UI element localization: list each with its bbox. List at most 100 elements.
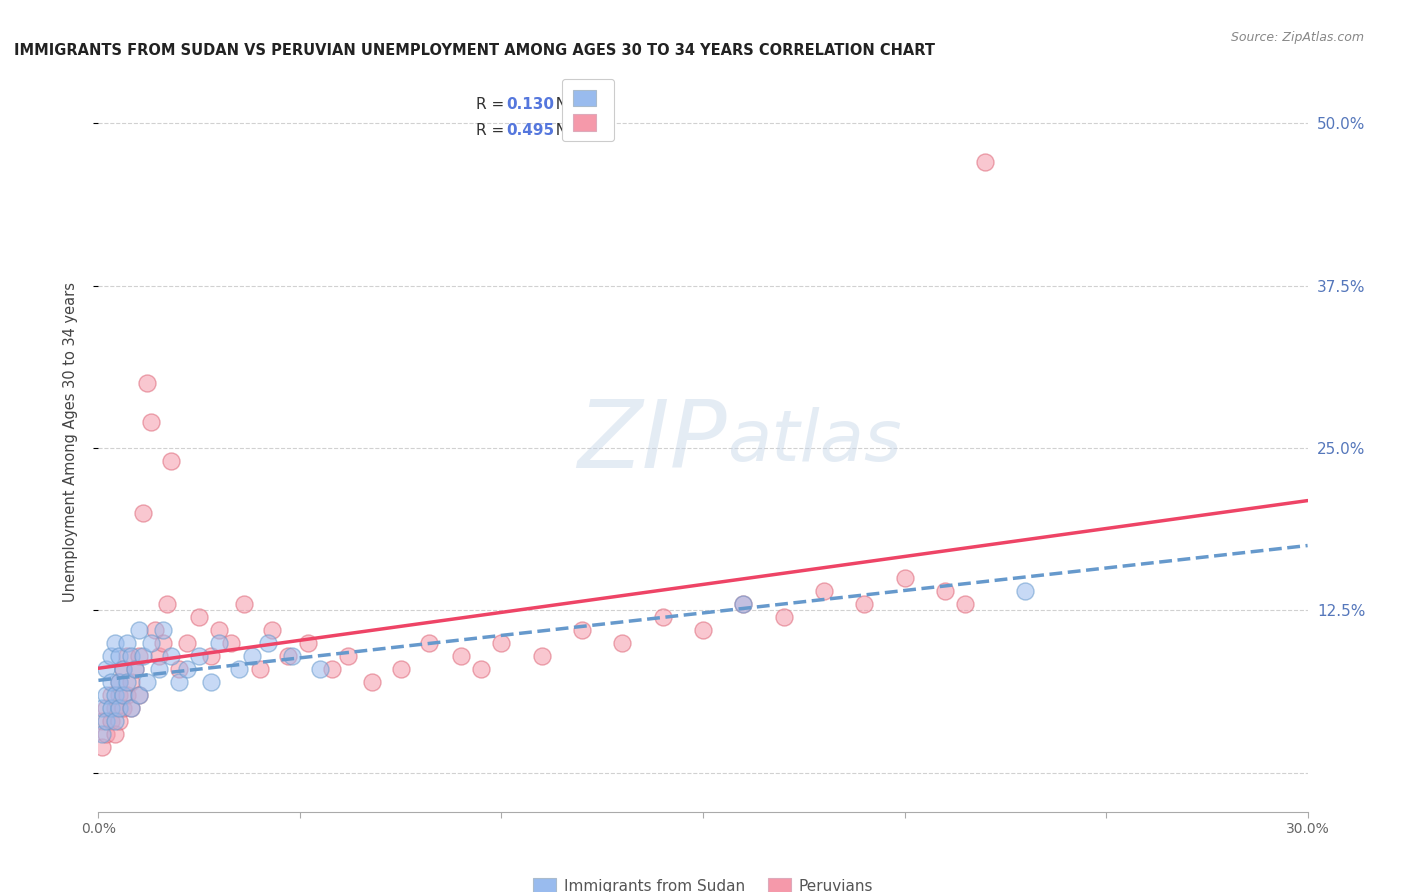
Point	[96, 688, 118, 702]
Point	[200, 648, 222, 663]
Point	[160, 454, 183, 468]
Point	[120, 701, 142, 715]
Point	[530, 648, 553, 663]
Point	[143, 623, 166, 637]
Point	[96, 727, 118, 741]
Point	[733, 597, 755, 611]
Point	[103, 701, 125, 715]
Point	[152, 623, 174, 637]
Point	[128, 648, 150, 663]
Point	[188, 610, 211, 624]
Point	[103, 688, 125, 702]
Point	[240, 648, 263, 663]
Point	[139, 415, 162, 429]
Point	[651, 610, 673, 624]
Point	[100, 701, 122, 715]
Point	[934, 583, 956, 598]
Point	[132, 648, 155, 663]
Point	[813, 583, 835, 598]
Point	[120, 648, 142, 663]
Point	[111, 662, 134, 676]
Point	[853, 597, 876, 611]
Point	[107, 688, 129, 702]
Point	[232, 597, 254, 611]
Text: N =: N =	[546, 123, 589, 138]
Point	[111, 701, 134, 715]
Point	[115, 688, 138, 702]
Point	[100, 688, 122, 702]
Text: 0.495: 0.495	[506, 123, 554, 138]
Point	[974, 155, 997, 169]
Point	[228, 662, 250, 676]
Y-axis label: Unemployment Among Ages 30 to 34 years: Unemployment Among Ages 30 to 34 years	[63, 282, 77, 601]
Point	[148, 648, 170, 663]
Point	[107, 648, 129, 663]
Point	[96, 701, 118, 715]
Point	[132, 506, 155, 520]
Point	[1014, 583, 1036, 598]
Text: atlas: atlas	[727, 407, 901, 476]
Point	[135, 674, 157, 689]
Point	[128, 623, 150, 637]
Point	[176, 662, 198, 676]
Text: R =: R =	[475, 123, 509, 138]
Point	[208, 623, 231, 637]
Point	[128, 688, 150, 702]
Point	[208, 636, 231, 650]
Point	[91, 739, 114, 754]
Point	[107, 674, 129, 689]
Point	[128, 688, 150, 702]
Point	[96, 714, 118, 728]
Point	[148, 662, 170, 676]
Point	[103, 636, 125, 650]
Point	[389, 662, 412, 676]
Point	[160, 648, 183, 663]
Point	[256, 636, 278, 650]
Point	[111, 688, 134, 702]
Point	[571, 623, 593, 637]
Point	[91, 701, 114, 715]
Point	[139, 636, 162, 650]
Point	[176, 636, 198, 650]
Point	[692, 623, 714, 637]
Point	[115, 674, 138, 689]
Point	[111, 662, 134, 676]
Point	[120, 701, 142, 715]
Text: Source: ZipAtlas.com: Source: ZipAtlas.com	[1230, 31, 1364, 45]
Point	[188, 648, 211, 663]
Point	[772, 610, 794, 624]
Point	[450, 648, 472, 663]
Point	[124, 662, 146, 676]
Point	[115, 648, 138, 663]
Point	[309, 662, 332, 676]
Point	[221, 636, 243, 650]
Point	[167, 662, 190, 676]
Point	[135, 376, 157, 390]
Point	[612, 636, 634, 650]
Point	[120, 674, 142, 689]
Text: ZIP: ZIP	[578, 396, 727, 487]
Point	[418, 636, 440, 650]
Point	[100, 674, 122, 689]
Text: R =: R =	[475, 97, 509, 112]
Text: IMMIGRANTS FROM SUDAN VS PERUVIAN UNEMPLOYMENT AMONG AGES 30 TO 34 YEARS CORRELA: IMMIGRANTS FROM SUDAN VS PERUVIAN UNEMPL…	[14, 43, 935, 58]
Point	[200, 674, 222, 689]
Point	[167, 674, 190, 689]
Point	[91, 727, 114, 741]
Text: 60: 60	[582, 123, 603, 138]
Point	[100, 648, 122, 663]
Point	[91, 714, 114, 728]
Point	[107, 701, 129, 715]
Point	[361, 674, 384, 689]
Point	[491, 636, 513, 650]
Point	[281, 648, 304, 663]
Point	[152, 636, 174, 650]
Point	[156, 597, 179, 611]
Point	[107, 714, 129, 728]
Point	[249, 662, 271, 676]
Point	[107, 674, 129, 689]
Text: 0.130: 0.130	[506, 97, 554, 112]
Point	[277, 648, 299, 663]
Point	[470, 662, 492, 676]
Point	[103, 714, 125, 728]
